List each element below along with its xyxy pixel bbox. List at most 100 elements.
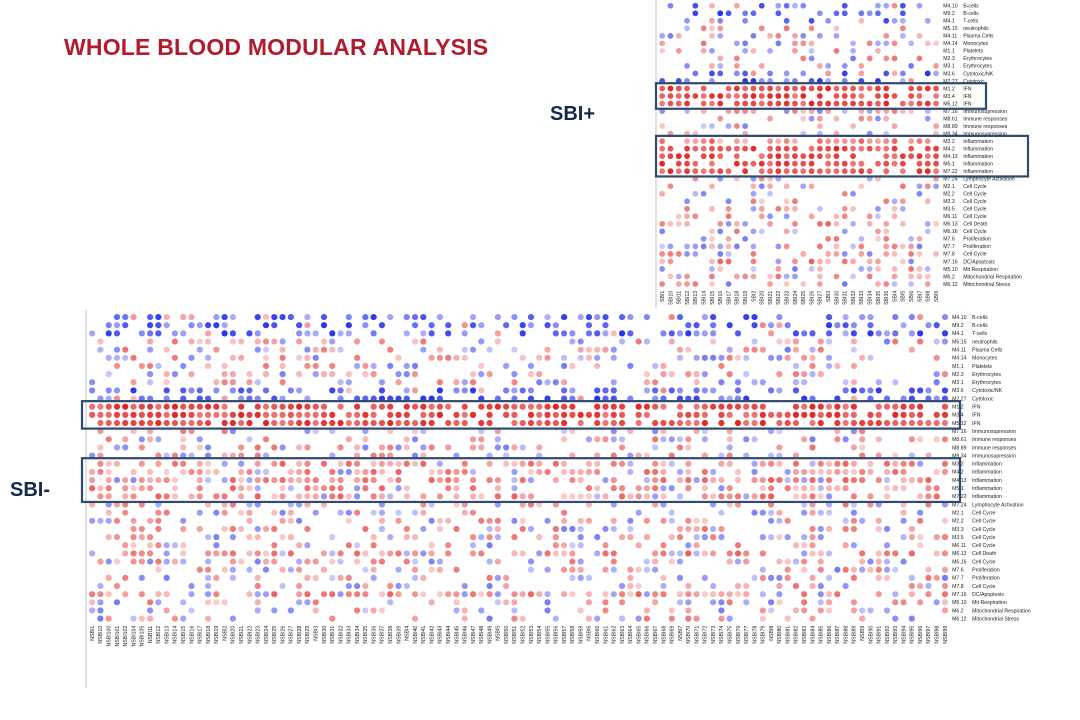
heat-dot bbox=[180, 444, 187, 451]
heat-dot bbox=[486, 534, 493, 541]
heat-dot bbox=[395, 566, 402, 573]
heat-dot bbox=[105, 574, 112, 581]
heat-dot bbox=[312, 346, 319, 353]
heat-dot bbox=[370, 542, 377, 549]
heat-dot bbox=[825, 338, 833, 345]
heat-dot bbox=[875, 566, 882, 573]
heat-dot bbox=[850, 145, 856, 152]
module-label: M7.22 bbox=[943, 169, 958, 175]
heat-dot bbox=[329, 411, 336, 418]
heat-dot bbox=[800, 32, 807, 39]
heat-dot bbox=[883, 145, 890, 152]
sample-label: NSBI24 bbox=[264, 626, 270, 644]
heat-dot bbox=[312, 330, 319, 337]
heat-dot bbox=[850, 168, 856, 175]
heat-dot bbox=[511, 476, 518, 484]
heat-dot bbox=[420, 460, 427, 467]
function-label: Cell Cycle bbox=[972, 527, 995, 533]
heat-dot bbox=[743, 403, 750, 410]
heat-dot bbox=[685, 468, 692, 476]
heat-dot bbox=[585, 574, 593, 581]
heat-dot bbox=[676, 346, 684, 353]
heat-dot bbox=[411, 362, 419, 370]
heat-dot bbox=[271, 509, 278, 516]
heat-dot bbox=[188, 411, 195, 418]
heat-dot bbox=[759, 615, 766, 622]
heat-dot bbox=[527, 387, 535, 394]
heat-dot bbox=[503, 582, 510, 590]
heat-dot bbox=[229, 615, 236, 622]
sample-label: NSBI2 bbox=[222, 626, 228, 641]
heat-dot bbox=[445, 476, 452, 484]
heat-dot bbox=[138, 436, 145, 443]
heat-dot bbox=[494, 517, 501, 524]
heat-dot bbox=[296, 330, 303, 337]
heat-dot bbox=[147, 607, 154, 614]
heat-dot bbox=[329, 615, 336, 622]
heat-dot bbox=[362, 444, 369, 451]
heat-dot bbox=[296, 411, 303, 418]
heat-dot bbox=[130, 468, 137, 476]
heat-dot bbox=[733, 123, 740, 129]
heat-dot bbox=[833, 25, 840, 32]
heat-dot bbox=[478, 607, 485, 614]
heat-dot bbox=[577, 476, 584, 484]
heat-dot bbox=[875, 160, 881, 167]
heat-dot bbox=[304, 493, 311, 500]
heat-dot bbox=[908, 346, 915, 353]
heat-dot bbox=[188, 582, 195, 590]
heat-dot bbox=[279, 517, 286, 524]
heat-dot bbox=[742, 85, 749, 92]
heat-dot bbox=[693, 403, 700, 410]
heat-dot bbox=[155, 313, 162, 321]
heat-dot bbox=[825, 550, 833, 557]
heat-dot bbox=[883, 281, 890, 287]
heat-dot bbox=[213, 591, 220, 598]
heat-dot bbox=[287, 485, 294, 492]
heat-dot bbox=[933, 93, 939, 99]
heat-dot bbox=[618, 599, 626, 606]
function-label: Immune responses bbox=[963, 124, 1008, 130]
heat-dot bbox=[354, 591, 361, 598]
heat-dot bbox=[801, 485, 808, 492]
heat-dot bbox=[354, 485, 361, 492]
heat-dot bbox=[370, 566, 377, 573]
heat-dot bbox=[875, 403, 882, 410]
heat-dot bbox=[354, 493, 361, 500]
heat-dot bbox=[652, 485, 659, 492]
heat-dot bbox=[833, 153, 840, 160]
heat-dot bbox=[436, 354, 443, 361]
heat-dot bbox=[403, 403, 410, 410]
heat-dot bbox=[238, 460, 245, 467]
heat-dot bbox=[659, 266, 666, 272]
heat-dot bbox=[675, 100, 682, 107]
heat-dot bbox=[610, 354, 617, 361]
heat-dot bbox=[238, 403, 245, 410]
heat-dot bbox=[685, 582, 692, 590]
heat-dot bbox=[750, 10, 757, 17]
heat-dot bbox=[866, 266, 873, 272]
module-label: M7.24 bbox=[952, 502, 967, 508]
heat-dot bbox=[262, 371, 270, 378]
heat-dot bbox=[718, 607, 725, 614]
heat-dot bbox=[917, 476, 924, 484]
heat-dot bbox=[552, 330, 559, 337]
heat-dot bbox=[801, 476, 808, 484]
sbi-plus-label: SBI+ bbox=[550, 103, 596, 125]
heat-dot bbox=[329, 550, 336, 557]
heat-dot bbox=[469, 322, 477, 329]
heat-dot bbox=[618, 313, 626, 321]
function-label: Inflammation bbox=[972, 462, 1002, 468]
heat-dot bbox=[147, 476, 154, 484]
heat-dot bbox=[718, 379, 725, 386]
function-label: B-cells bbox=[972, 315, 988, 321]
heat-dot bbox=[817, 509, 824, 516]
heat-dot bbox=[204, 338, 212, 345]
heat-dot bbox=[610, 411, 617, 418]
heat-dot bbox=[354, 558, 361, 565]
heat-dot bbox=[924, 228, 931, 235]
heat-dot bbox=[925, 574, 932, 581]
heat-dot bbox=[817, 476, 824, 484]
heat-dot bbox=[899, 183, 906, 190]
heat-dot bbox=[204, 599, 212, 606]
